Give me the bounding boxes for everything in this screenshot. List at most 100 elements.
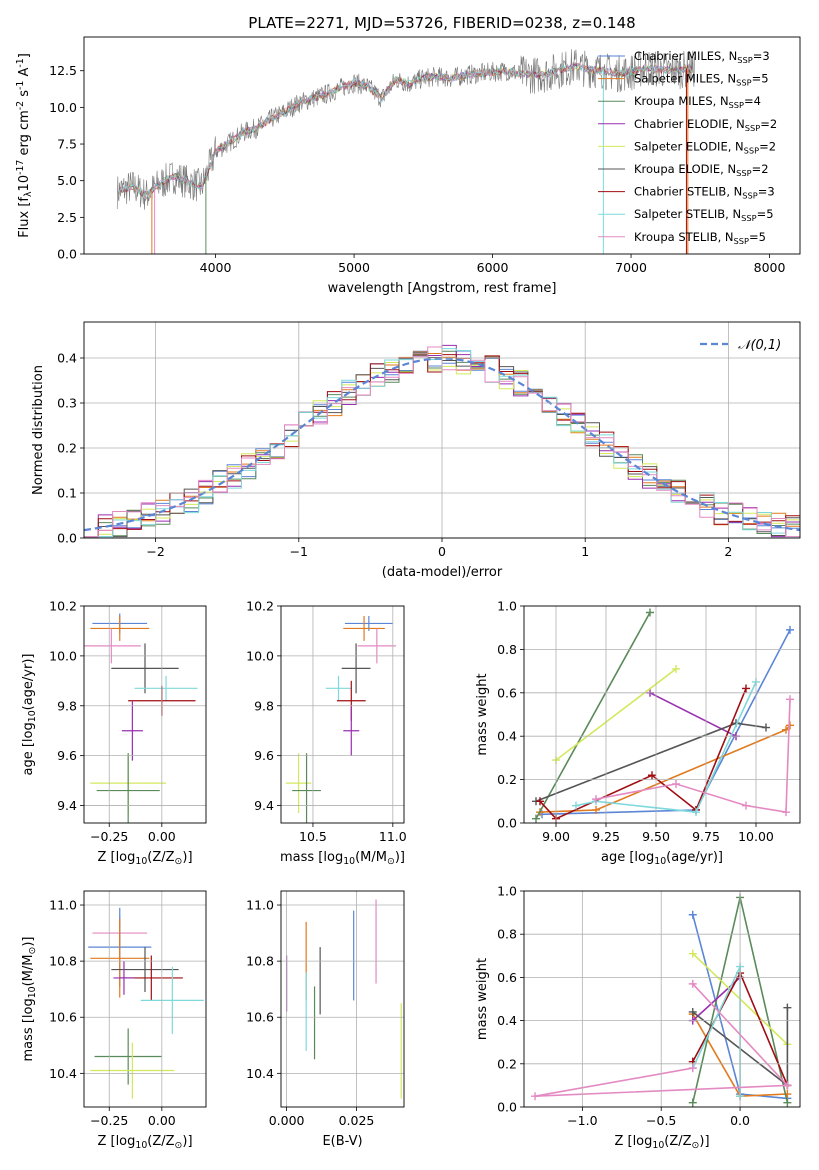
weight-marker [782, 808, 790, 817]
y-axis-label: mass [log10​(M/M⊙​)] [21, 937, 38, 1062]
y-axis-label: mass weight [475, 673, 490, 755]
weight-series-line [555, 668, 677, 761]
weight-marker [783, 1081, 792, 1090]
weight-marker [786, 625, 794, 634]
y-axis-label: Flux [fλ​10-17​ erg cm-2​ s-1​ A-1​] [15, 53, 34, 238]
weight-series-line [539, 688, 747, 820]
x-tick-label: 7000 [615, 260, 647, 275]
panel-residuals: −2 −1 0 1 2 0.0 0.1 0.2 0.3 0.4 (data-model)/error… [31, 321, 801, 580]
y-tick-label: 0.2 [497, 772, 517, 787]
y-tick-label: 10.0 [246, 648, 274, 663]
x-tick-label: 6000 [477, 260, 509, 275]
y-tick-label: 0.6 [497, 970, 517, 985]
weight-series-line [575, 681, 757, 813]
weight-series-line [692, 976, 741, 1022]
x-tick-label: 0.00 [148, 829, 176, 844]
weight-marker [786, 695, 794, 704]
y-tick-label: 0.4 [57, 351, 77, 366]
y-tick-label: 10.8 [246, 954, 274, 969]
x-tick-label: 9.00 [542, 829, 570, 844]
y-tick-label: 0.6 [497, 685, 517, 700]
x-tick-label: 10.00 [738, 829, 774, 844]
weight-marker [648, 771, 656, 780]
x-axis-label: Z [log10​(Z/Z⊙​)] [97, 850, 192, 867]
x-axis-label: Z [log10​(Z/Z⊙​)] [97, 1134, 192, 1151]
y-tick-label: 0.3 [57, 396, 77, 411]
weight-marker [692, 808, 700, 817]
x-axis-label: wavelength [Angstrom, rest frame] [328, 281, 557, 296]
weight-marker [783, 1098, 792, 1107]
x-axis-label: (data-model)/error [382, 565, 503, 580]
axes-frame [83, 890, 207, 1108]
y-tick-label: 10.2 [49, 599, 77, 614]
y-axis-label: Normed distribution [31, 365, 46, 495]
weight-series-line [595, 699, 791, 814]
y-tick-label: 12.5 [49, 63, 77, 78]
y-tick-label: 10.2 [246, 599, 274, 614]
weight-marker [762, 723, 770, 732]
panel-mass_vs_Z: −0.25 0.00 10.4 10.6 10.8 11.0 Z [log10​(Z/Z⊙​… [21, 890, 207, 1151]
axes-frame [83, 36, 801, 255]
x-tick-label: −1 [290, 544, 308, 559]
axes-frame [523, 890, 801, 1108]
y-tick-label: 0.2 [497, 1056, 517, 1071]
y-tick-label: 11.0 [246, 898, 274, 913]
y-tick-label: 0.4 [497, 729, 517, 744]
weight-marker [536, 797, 544, 806]
legend-entry: Kroupa STELIB, NSSP​=5 [634, 230, 766, 246]
x-tick-label: −0.5 [646, 1113, 676, 1128]
weight-marker [688, 1064, 697, 1073]
y-tick-label: 9.6 [57, 748, 77, 763]
x-tick-label: 5000 [338, 260, 370, 275]
weight-marker [783, 1003, 792, 1012]
y-tick-label: 10.4 [246, 1066, 274, 1081]
x-tick-label: 0.000 [269, 1113, 305, 1128]
weight-marker [742, 684, 750, 693]
y-tick-label: 7.5 [57, 137, 77, 152]
weight-series-line [535, 612, 651, 820]
legend-entry: Chabrier STELIB, NSSP​=3 [634, 185, 775, 201]
x-tick-label: 11.0 [379, 829, 407, 844]
x-tick-label: 4000 [200, 260, 232, 275]
y-tick-label: 2.5 [57, 210, 77, 225]
y-tick-label: 0.4 [497, 1013, 517, 1028]
y-tick-label: 11.0 [49, 898, 77, 913]
weight-marker [592, 805, 600, 814]
spectrum-model-line [118, 64, 693, 200]
x-tick-label: 8000 [754, 260, 786, 275]
weight-marker [688, 979, 697, 988]
y-tick-label: 0.1 [57, 486, 77, 501]
y-tick-label: 9.4 [254, 798, 274, 813]
y-axis-label: age [log10​(age/yr)] [21, 654, 38, 776]
panel-age_vs_mass: 10.5 11.0 9.4 9.6 9.8 10.0 10.2 mass [log10​(M/… [246, 599, 407, 868]
y-tick-label: 9.4 [57, 798, 77, 813]
y-tick-label: 0.0 [497, 1100, 517, 1115]
y-tick-label: 10.8 [49, 954, 77, 969]
axes-frame [523, 605, 801, 824]
weight-series-line [539, 724, 791, 813]
axes-frame [280, 890, 405, 1108]
spectrum-model-line [118, 62, 693, 199]
y-tick-label: 10.4 [49, 1066, 77, 1081]
x-tick-label: 1 [581, 544, 589, 559]
panel-mass_vs_ebv: 0.000 0.025 10.4 10.6 10.8 11.0 E(B-V) [246, 890, 405, 1149]
y-tick-label: 9.8 [57, 698, 77, 713]
y-tick-label: 5.0 [57, 173, 77, 188]
legend: Chabrier MILES, NSSP​=3 Salpeter MILES, N… [598, 49, 777, 246]
weight-marker [672, 664, 680, 673]
y-tick-label: 0.8 [497, 642, 517, 657]
panel-weight_vs_Z: −1.0 −0.5 0.0 0.0 0.2 0.4 0.6 0.8 1.0 Z [log10​(Z… [475, 884, 801, 1151]
weight-marker [688, 949, 697, 958]
panel-age_vs_Z: −0.25 0.00 9.4 9.6 9.8 10.0 10.2 Z [log10​(Z/Z⊙… [21, 599, 207, 867]
y-tick-label: 1.0 [497, 884, 517, 899]
x-tick-label: −0.25 [90, 1113, 128, 1128]
x-tick-label: 0 [438, 544, 446, 559]
x-tick-label: −2 [146, 544, 164, 559]
chart-title: PLATE=2271, MJD=53726, FIBERID=0238, z=0… [248, 14, 635, 32]
y-tick-label: 10.0 [49, 100, 77, 115]
y-tick-label: 10.0 [49, 648, 77, 663]
legend-entry: Kroupa ELODIE, NSSP​=2 [634, 162, 769, 178]
weight-marker [688, 1007, 697, 1016]
y-axis-label: mass weight [475, 958, 490, 1040]
